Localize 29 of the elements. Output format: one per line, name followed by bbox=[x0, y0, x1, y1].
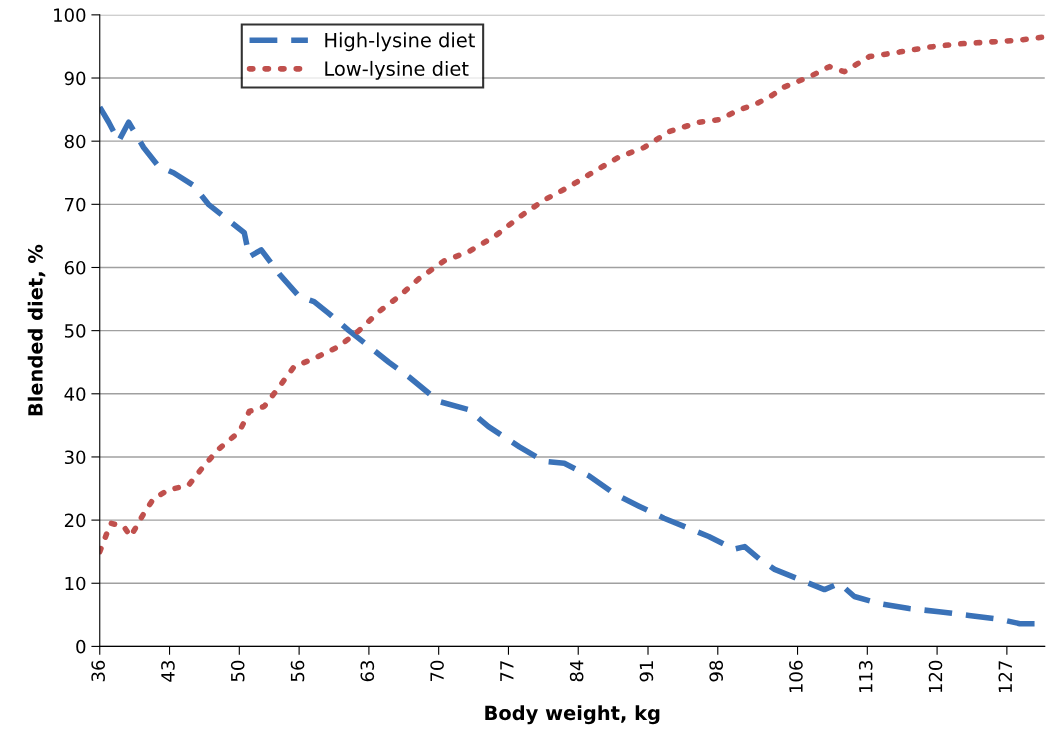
x-tick-label: 36 bbox=[91, 660, 105, 682]
x-tick-label: 113 bbox=[858, 661, 873, 693]
y-tick-label: 100 bbox=[54, 8, 86, 22]
y-tick-label: 0 bbox=[76, 639, 86, 654]
x-tick-label: 70 bbox=[430, 660, 444, 682]
x-tick-label: 84 bbox=[569, 660, 584, 682]
x-tick-label: 127 bbox=[998, 661, 1012, 693]
x-tick-label: 63 bbox=[360, 661, 375, 682]
y-tick-label: 20 bbox=[64, 513, 86, 528]
x-axis-title: Body weight, kg bbox=[485, 705, 660, 725]
x-tick-label: 50 bbox=[230, 660, 245, 682]
y-tick-label: 70 bbox=[65, 197, 86, 212]
y-tick-label: 30 bbox=[64, 450, 86, 465]
y-tick-label: 50 bbox=[64, 324, 86, 338]
x-tick-label: 77 bbox=[500, 661, 514, 682]
y-axis-title: Blended diet, % bbox=[27, 244, 46, 416]
legend-label: High-lysine diet bbox=[325, 32, 475, 52]
legend-label: Low-lysine diet bbox=[325, 60, 469, 80]
x-tick-label: 98 bbox=[709, 660, 724, 682]
x-tick-label: 43 bbox=[161, 661, 175, 682]
y-tick-label: 60 bbox=[64, 260, 86, 275]
y-tick-label: 40 bbox=[64, 387, 86, 401]
x-tick-label: 106 bbox=[789, 660, 803, 693]
y-tick-label: 90 bbox=[64, 71, 86, 86]
x-tick-label: 120 bbox=[928, 660, 943, 693]
x-tick-label: 91 bbox=[639, 661, 654, 682]
y-tick-label: 80 bbox=[64, 134, 86, 149]
y-tick-label: 10 bbox=[65, 576, 86, 591]
x-tick-label: 56 bbox=[290, 660, 305, 682]
